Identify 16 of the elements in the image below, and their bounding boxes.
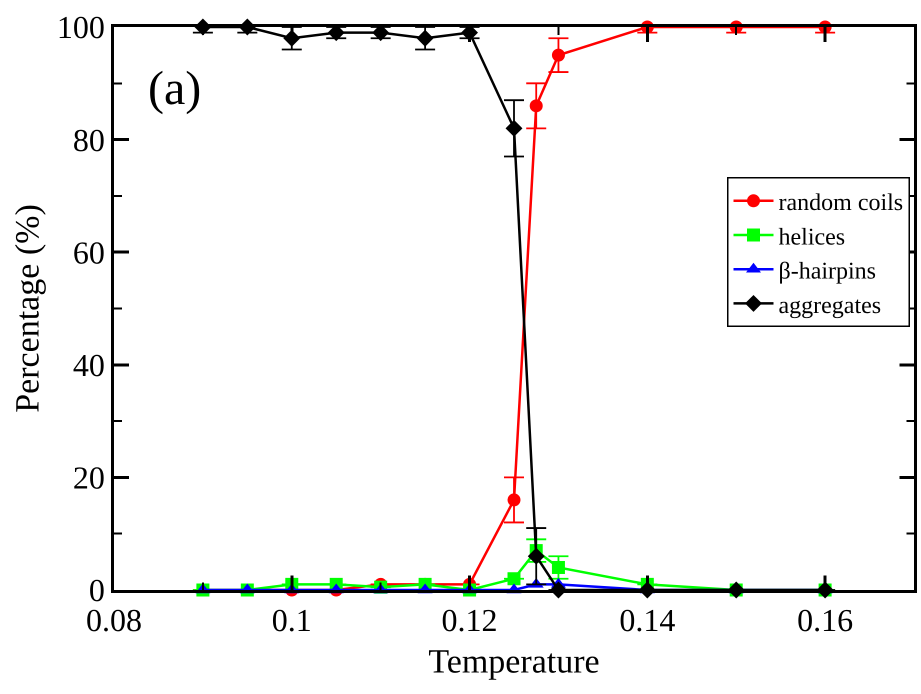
legend-label: aggregates <box>778 292 882 319</box>
x-axis-title: Temperature <box>428 643 600 680</box>
x-tick-label: 0.16 <box>797 602 854 638</box>
legend-label: random coils <box>778 190 904 216</box>
legend-label: β-hairpins <box>778 258 876 285</box>
y-tick-label: 40 <box>72 347 105 383</box>
legend-label: helices <box>778 224 846 250</box>
x-tick-label: 0.14 <box>619 602 676 638</box>
y-tick-label: 20 <box>72 460 105 496</box>
y-axis-title: Percentage (%) <box>9 204 46 413</box>
x-tick-label: 0.12 <box>442 602 498 638</box>
y-tick-label: 80 <box>72 122 105 158</box>
y-tick-label: 60 <box>72 234 105 270</box>
annotation: (a) <box>148 62 202 115</box>
y-tick-label: 100 <box>56 9 105 46</box>
x-tick-label: 0.1 <box>272 602 312 638</box>
